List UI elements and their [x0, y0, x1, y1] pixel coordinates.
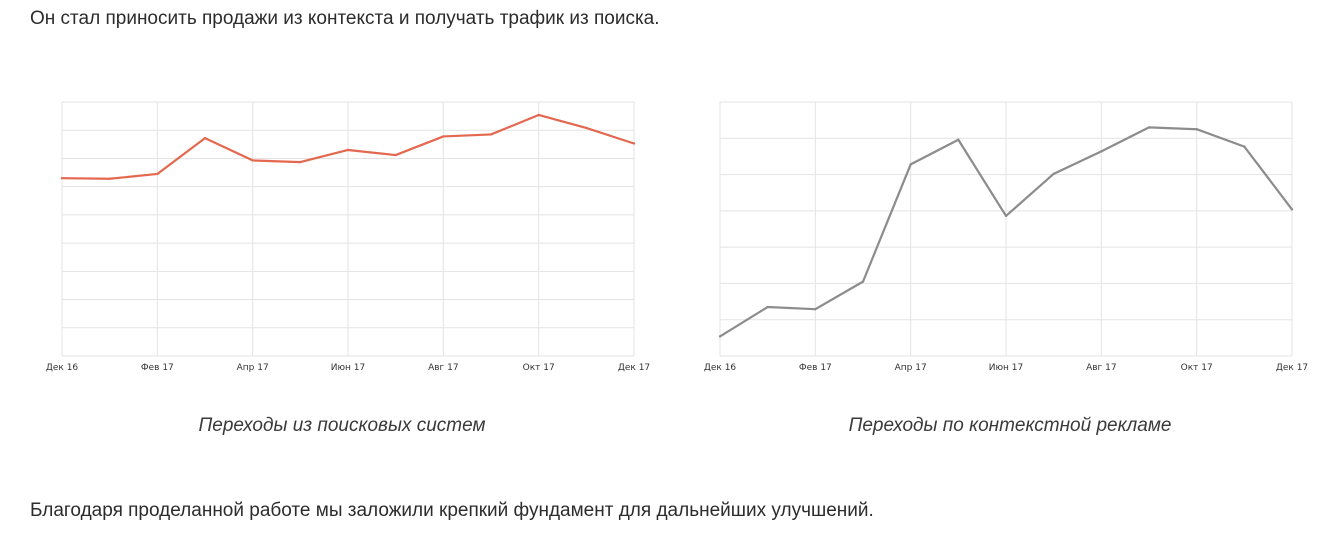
data-point: [1147, 126, 1151, 129]
data-point: [394, 153, 397, 157]
data-point: [537, 113, 540, 117]
data-point: [442, 135, 445, 138]
x-tick-label: Июн 17: [331, 363, 366, 373]
data-point: [1243, 145, 1246, 148]
data-point: [346, 148, 350, 152]
data-point: [632, 142, 636, 145]
x-tick-label: Апр 17: [895, 363, 927, 373]
data-point: [251, 159, 254, 162]
outro-paragraph: Благодаря проделанной работе мы заложили…: [30, 500, 874, 521]
data-point: [1290, 208, 1294, 211]
data-point: [909, 163, 912, 166]
data-point: [861, 280, 865, 283]
data-point: [156, 172, 159, 176]
x-tick-label: Июн 17: [989, 363, 1024, 373]
x-tick-label: Авг 17: [1086, 363, 1117, 373]
search-traffic-caption: Переходы из поисковых систем: [198, 415, 486, 436]
data-point: [1195, 128, 1198, 131]
x-tick-label: Фев 17: [799, 363, 832, 373]
data-point: [203, 136, 207, 140]
x-tick-label: Дек 17: [1276, 363, 1308, 373]
ads-traffic-chart: Дек 16 Фев 17 Апр 17 Июн 17 Авг 17 Окт 17 Дек …: [702, 90, 1312, 380]
search-traffic-chart: Дек 16 Фев 17 Апр 17 Июн 17 Авг 17 Окт 17 Дек …: [44, 90, 654, 380]
data-point: [60, 177, 64, 180]
search-traffic-chart-svg: Дек 16 Фев 17 Апр 17 Июн 17 Авг 17 Окт 17 Дек …: [46, 101, 650, 373]
data-point: [1052, 172, 1055, 176]
data-point: [814, 307, 817, 311]
x-tick-label: Дек 17: [618, 363, 650, 373]
data-point: [489, 133, 493, 136]
ads-traffic-caption: Переходы по контекстной рекламе: [848, 415, 1172, 436]
x-tick-label: Окт 17: [1181, 363, 1213, 373]
x-tick-label: Апр 17: [237, 363, 269, 373]
data-point: [108, 177, 111, 180]
x-tick-label: Фев 17: [141, 363, 174, 373]
data-point: [957, 138, 960, 141]
data-point: [718, 335, 722, 338]
data-point: [299, 160, 302, 164]
data-point: [1100, 150, 1103, 153]
data-point: [766, 305, 769, 309]
x-tick-label: Авг 17: [428, 363, 459, 373]
data-point: [1004, 214, 1008, 218]
x-tick-label: Дек 16: [46, 363, 79, 373]
x-tick-label: Окт 17: [523, 363, 555, 373]
ads-traffic-chart-svg: Дек 16 Фев 17 Апр 17 Июн 17 Авг 17 Окт 17 Дек …: [704, 101, 1308, 373]
intro-paragraph: Он стал приносить продажи из контекста и…: [30, 8, 660, 29]
x-tick-label: Дек 16: [704, 363, 737, 373]
data-point: [585, 126, 588, 130]
